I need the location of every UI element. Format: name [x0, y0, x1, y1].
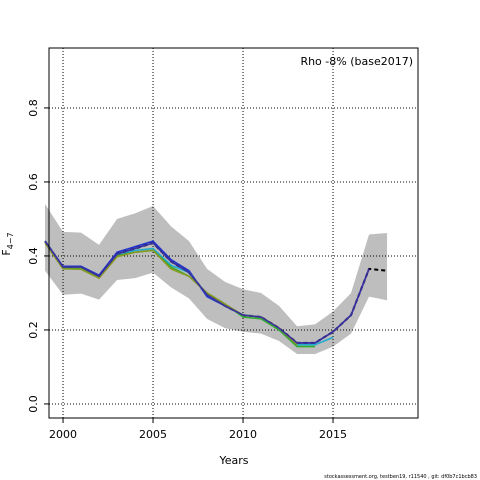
annotation: Rho -8% (base2017): [300, 55, 413, 68]
y-label-main: F: [0, 249, 13, 255]
confidence-band: [45, 204, 388, 354]
y-tick-label: 0.2: [27, 321, 40, 339]
x-tick-label: 2015: [319, 428, 347, 441]
footer: stockassessment.org, testben19, r11540 ,…: [324, 474, 477, 480]
y-axis-label: F4−7: [0, 232, 15, 255]
x-tick-label: 2000: [49, 428, 77, 441]
x-tick-label: 2010: [229, 428, 257, 441]
y-tick-label: 0.4: [27, 247, 40, 265]
x-tick-label: 2005: [139, 428, 167, 441]
y-tick-label: 0.8: [27, 99, 40, 117]
y-label-sub: 4−7: [6, 232, 15, 249]
x-axis-label: Years: [218, 454, 248, 467]
y-tick-label: 0.6: [27, 173, 40, 191]
y-tick-label: 0.0: [27, 395, 40, 413]
series-line: [44, 240, 370, 344]
plot-area: [44, 48, 418, 418]
plot-frame: [48, 47, 419, 419]
